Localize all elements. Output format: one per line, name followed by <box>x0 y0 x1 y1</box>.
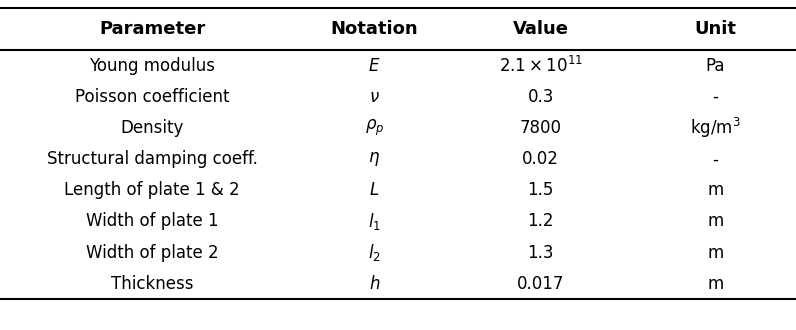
Text: $l_2$: $l_2$ <box>368 242 380 263</box>
Text: Unit: Unit <box>694 20 736 38</box>
Text: Thickness: Thickness <box>111 275 193 293</box>
Text: m: m <box>707 213 724 230</box>
Text: m: m <box>707 275 724 293</box>
Text: $\rho_p$: $\rho_p$ <box>365 118 384 138</box>
Text: $h$: $h$ <box>369 275 380 293</box>
Text: Width of plate 2: Width of plate 2 <box>86 244 218 262</box>
Text: 0.02: 0.02 <box>522 150 560 168</box>
Text: kg/m$^3$: kg/m$^3$ <box>690 116 740 140</box>
Text: -: - <box>712 88 718 106</box>
Text: 0.3: 0.3 <box>528 88 554 106</box>
Text: 0.017: 0.017 <box>517 275 564 293</box>
Text: Pa: Pa <box>705 57 725 75</box>
Text: Parameter: Parameter <box>99 20 205 38</box>
Text: 1.3: 1.3 <box>528 244 554 262</box>
Text: $l_1$: $l_1$ <box>368 211 380 232</box>
Text: Density: Density <box>120 119 184 137</box>
Text: m: m <box>707 182 724 199</box>
Text: 1.2: 1.2 <box>528 213 554 230</box>
Text: Notation: Notation <box>330 20 418 38</box>
Text: $L$: $L$ <box>369 182 380 199</box>
Text: Length of plate 1 & 2: Length of plate 1 & 2 <box>64 182 240 199</box>
Text: 1.5: 1.5 <box>528 182 554 199</box>
Text: Width of plate 1: Width of plate 1 <box>86 213 218 230</box>
Text: Value: Value <box>513 20 569 38</box>
Text: Young modulus: Young modulus <box>89 57 215 75</box>
Text: $\nu$: $\nu$ <box>369 88 380 106</box>
Text: 7800: 7800 <box>520 119 562 137</box>
Text: $E$: $E$ <box>368 57 380 75</box>
Text: -: - <box>712 150 718 168</box>
Text: Structural damping coeff.: Structural damping coeff. <box>47 150 258 168</box>
Text: $\eta$: $\eta$ <box>369 150 380 168</box>
Text: Poisson coefficient: Poisson coefficient <box>75 88 229 106</box>
Text: $2.1 \times 10^{11}$: $2.1 \times 10^{11}$ <box>499 56 583 76</box>
Text: m: m <box>707 244 724 262</box>
